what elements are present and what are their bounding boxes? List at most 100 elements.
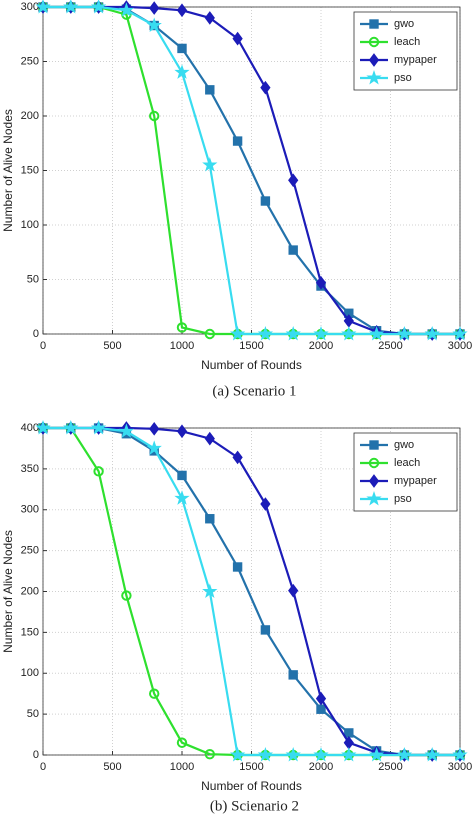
marker <box>260 497 271 511</box>
y-tick-label: 200 <box>21 110 39 122</box>
x-tick-label: 2000 <box>309 761 333 773</box>
legend-label: mypaper <box>394 475 437 487</box>
marker <box>149 421 160 436</box>
x-tick-label: 500 <box>103 761 121 773</box>
y-tick-label: 300 <box>21 504 39 516</box>
marker <box>257 325 274 341</box>
marker <box>452 325 468 341</box>
marker <box>257 746 274 762</box>
marker <box>176 3 188 18</box>
x-tick-label: 2000 <box>309 340 333 352</box>
x-axis-label: Number of Rounds <box>201 358 302 372</box>
marker <box>396 746 413 762</box>
marker <box>93 466 104 477</box>
marker <box>369 19 379 29</box>
x-tick-label: 2500 <box>378 340 402 352</box>
y-tick-label: 400 <box>21 422 39 434</box>
marker <box>176 322 188 333</box>
marker <box>204 328 216 340</box>
marker <box>288 583 299 598</box>
marker <box>149 1 160 15</box>
y-tick-label: 150 <box>21 164 39 176</box>
marker <box>260 196 271 206</box>
caption: (b) Scienario 2 <box>210 798 299 814</box>
marker <box>396 325 413 341</box>
x-tick-label: 1000 <box>170 340 194 352</box>
marker <box>35 419 51 435</box>
marker <box>313 746 329 762</box>
marker <box>368 325 385 341</box>
y-axis-label: Number of Alive Nodes <box>1 530 15 653</box>
marker <box>204 431 215 446</box>
marker <box>424 746 440 762</box>
legend-label: pso <box>394 72 412 84</box>
x-tick-label: 1500 <box>239 761 263 773</box>
marker <box>341 746 357 762</box>
x-tick-label: 500 <box>103 340 121 352</box>
y-tick-label: 150 <box>21 626 39 638</box>
marker <box>344 728 354 738</box>
marker <box>369 440 379 450</box>
marker <box>149 110 160 122</box>
marker <box>63 0 79 14</box>
marker <box>368 474 380 488</box>
y-tick-label: 0 <box>33 328 39 340</box>
caption: (a) Scenario 1 <box>212 383 296 399</box>
marker <box>35 0 51 14</box>
marker <box>368 36 380 48</box>
marker <box>232 31 243 46</box>
marker <box>63 419 79 435</box>
y-tick-label: 300 <box>21 1 39 13</box>
marker <box>121 590 132 601</box>
marker <box>229 746 246 762</box>
marker <box>176 424 188 439</box>
x-axis-label: Number of Rounds <box>201 779 302 793</box>
legend-label: leach <box>394 457 420 469</box>
marker <box>202 156 218 172</box>
marker <box>232 562 243 572</box>
marker <box>146 17 162 33</box>
marker <box>368 457 380 469</box>
marker <box>288 670 298 680</box>
series-line <box>43 426 460 757</box>
marker <box>90 419 107 435</box>
marker <box>366 69 382 85</box>
marker <box>368 53 380 67</box>
marker <box>202 583 218 599</box>
marker <box>452 746 468 762</box>
x-tick-label: 0 <box>40 761 46 773</box>
legend-label: gwo <box>394 439 414 451</box>
marker <box>174 490 190 505</box>
x-tick-label: 2500 <box>378 761 402 773</box>
series-line <box>43 426 460 757</box>
marker <box>341 325 357 341</box>
marker <box>176 737 188 748</box>
y-tick-label: 100 <box>21 667 39 679</box>
marker <box>174 64 190 79</box>
y-tick-label: 250 <box>21 55 39 67</box>
marker <box>90 0 107 14</box>
legend-label: mypaper <box>394 54 437 66</box>
marker <box>288 245 298 255</box>
marker <box>204 748 216 760</box>
marker <box>260 80 271 95</box>
y-tick-label: 100 <box>21 219 39 231</box>
y-tick-label: 50 <box>27 708 39 720</box>
marker <box>260 625 271 635</box>
marker <box>315 275 327 290</box>
marker <box>424 325 440 341</box>
y-tick-label: 0 <box>33 749 39 761</box>
y-tick-label: 250 <box>21 545 39 557</box>
marker <box>232 450 243 465</box>
marker <box>205 85 215 95</box>
x-tick-label: 3000 <box>448 761 472 773</box>
series-line <box>43 5 460 336</box>
marker <box>177 43 187 54</box>
marker <box>313 325 329 341</box>
legend-label: gwo <box>394 18 414 30</box>
legend-label: pso <box>394 493 412 505</box>
marker <box>118 423 135 438</box>
marker <box>205 514 215 524</box>
marker <box>285 746 301 762</box>
x-tick-label: 1500 <box>239 340 263 352</box>
